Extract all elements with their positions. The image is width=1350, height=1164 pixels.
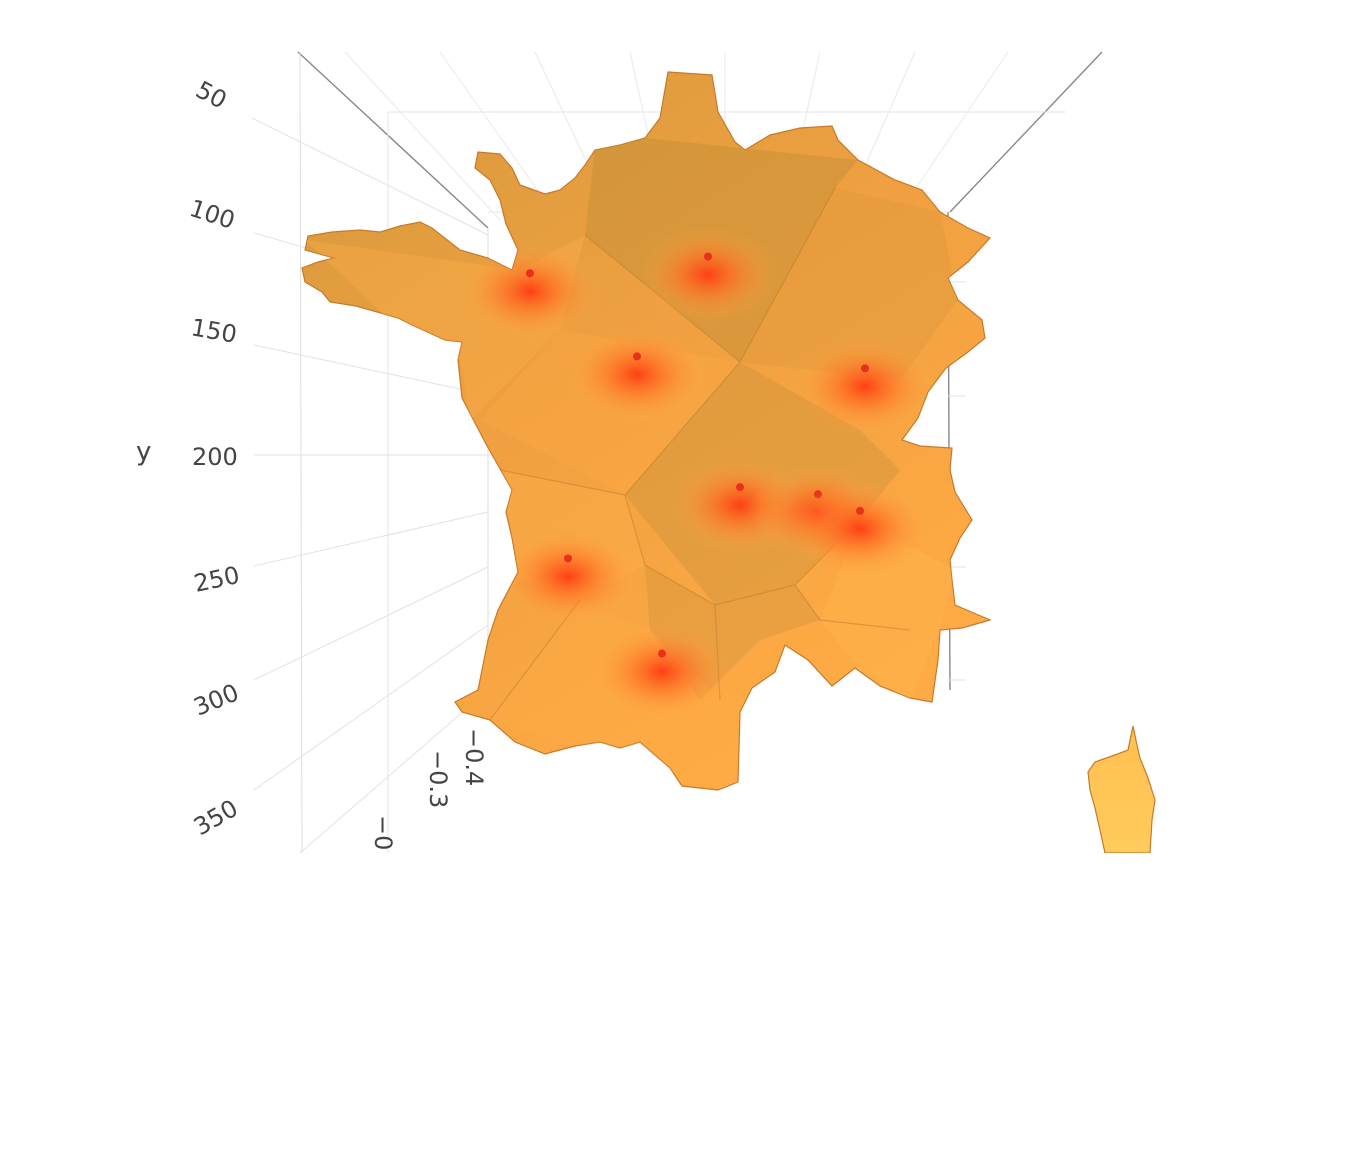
- surface-corsica[interactable]: [1087, 725, 1156, 853]
- y-tick-label: 200: [192, 443, 238, 471]
- y-tick-label: 350: [189, 794, 243, 841]
- z-tick-label: −0.3: [424, 750, 452, 808]
- y-axis-title: y: [136, 437, 151, 467]
- z-tick-label: −0.4: [460, 728, 488, 786]
- surface-peak-point: [658, 649, 666, 658]
- peak-layer: [460, 226, 935, 720]
- surface-peak: [638, 226, 778, 323]
- surface-peak: [460, 243, 600, 340]
- surface-peak: [795, 338, 935, 435]
- y-tick-label: 50: [191, 76, 231, 115]
- surface-peak-point: [736, 483, 744, 492]
- corsica-outline: [1087, 725, 1156, 853]
- y-tick-label: 250: [191, 561, 242, 598]
- surface-peak: [790, 480, 930, 577]
- surface-peak: [592, 623, 732, 720]
- z-axis-ticks: −0. −0.3 −0.4: [369, 728, 488, 858]
- surface-peak-point: [856, 506, 864, 515]
- surface-peak-point: [564, 554, 572, 563]
- surface-peak-point: [704, 252, 712, 261]
- surface-peak-point: [861, 364, 869, 373]
- surface-peak: [498, 528, 638, 625]
- y-tick-label: 150: [189, 313, 239, 349]
- surface-peak-point: [633, 352, 641, 361]
- surface-mainland[interactable]: [301, 71, 992, 791]
- z-tick-label: −0.: [369, 815, 397, 858]
- surface-peak: [567, 326, 707, 423]
- y-tick-label: 300: [190, 678, 243, 721]
- surface-peak-point: [526, 269, 534, 278]
- y-tick-label: 100: [186, 194, 238, 235]
- y-axis-ticks: 50 100 150 200 250 300 350: [186, 76, 243, 842]
